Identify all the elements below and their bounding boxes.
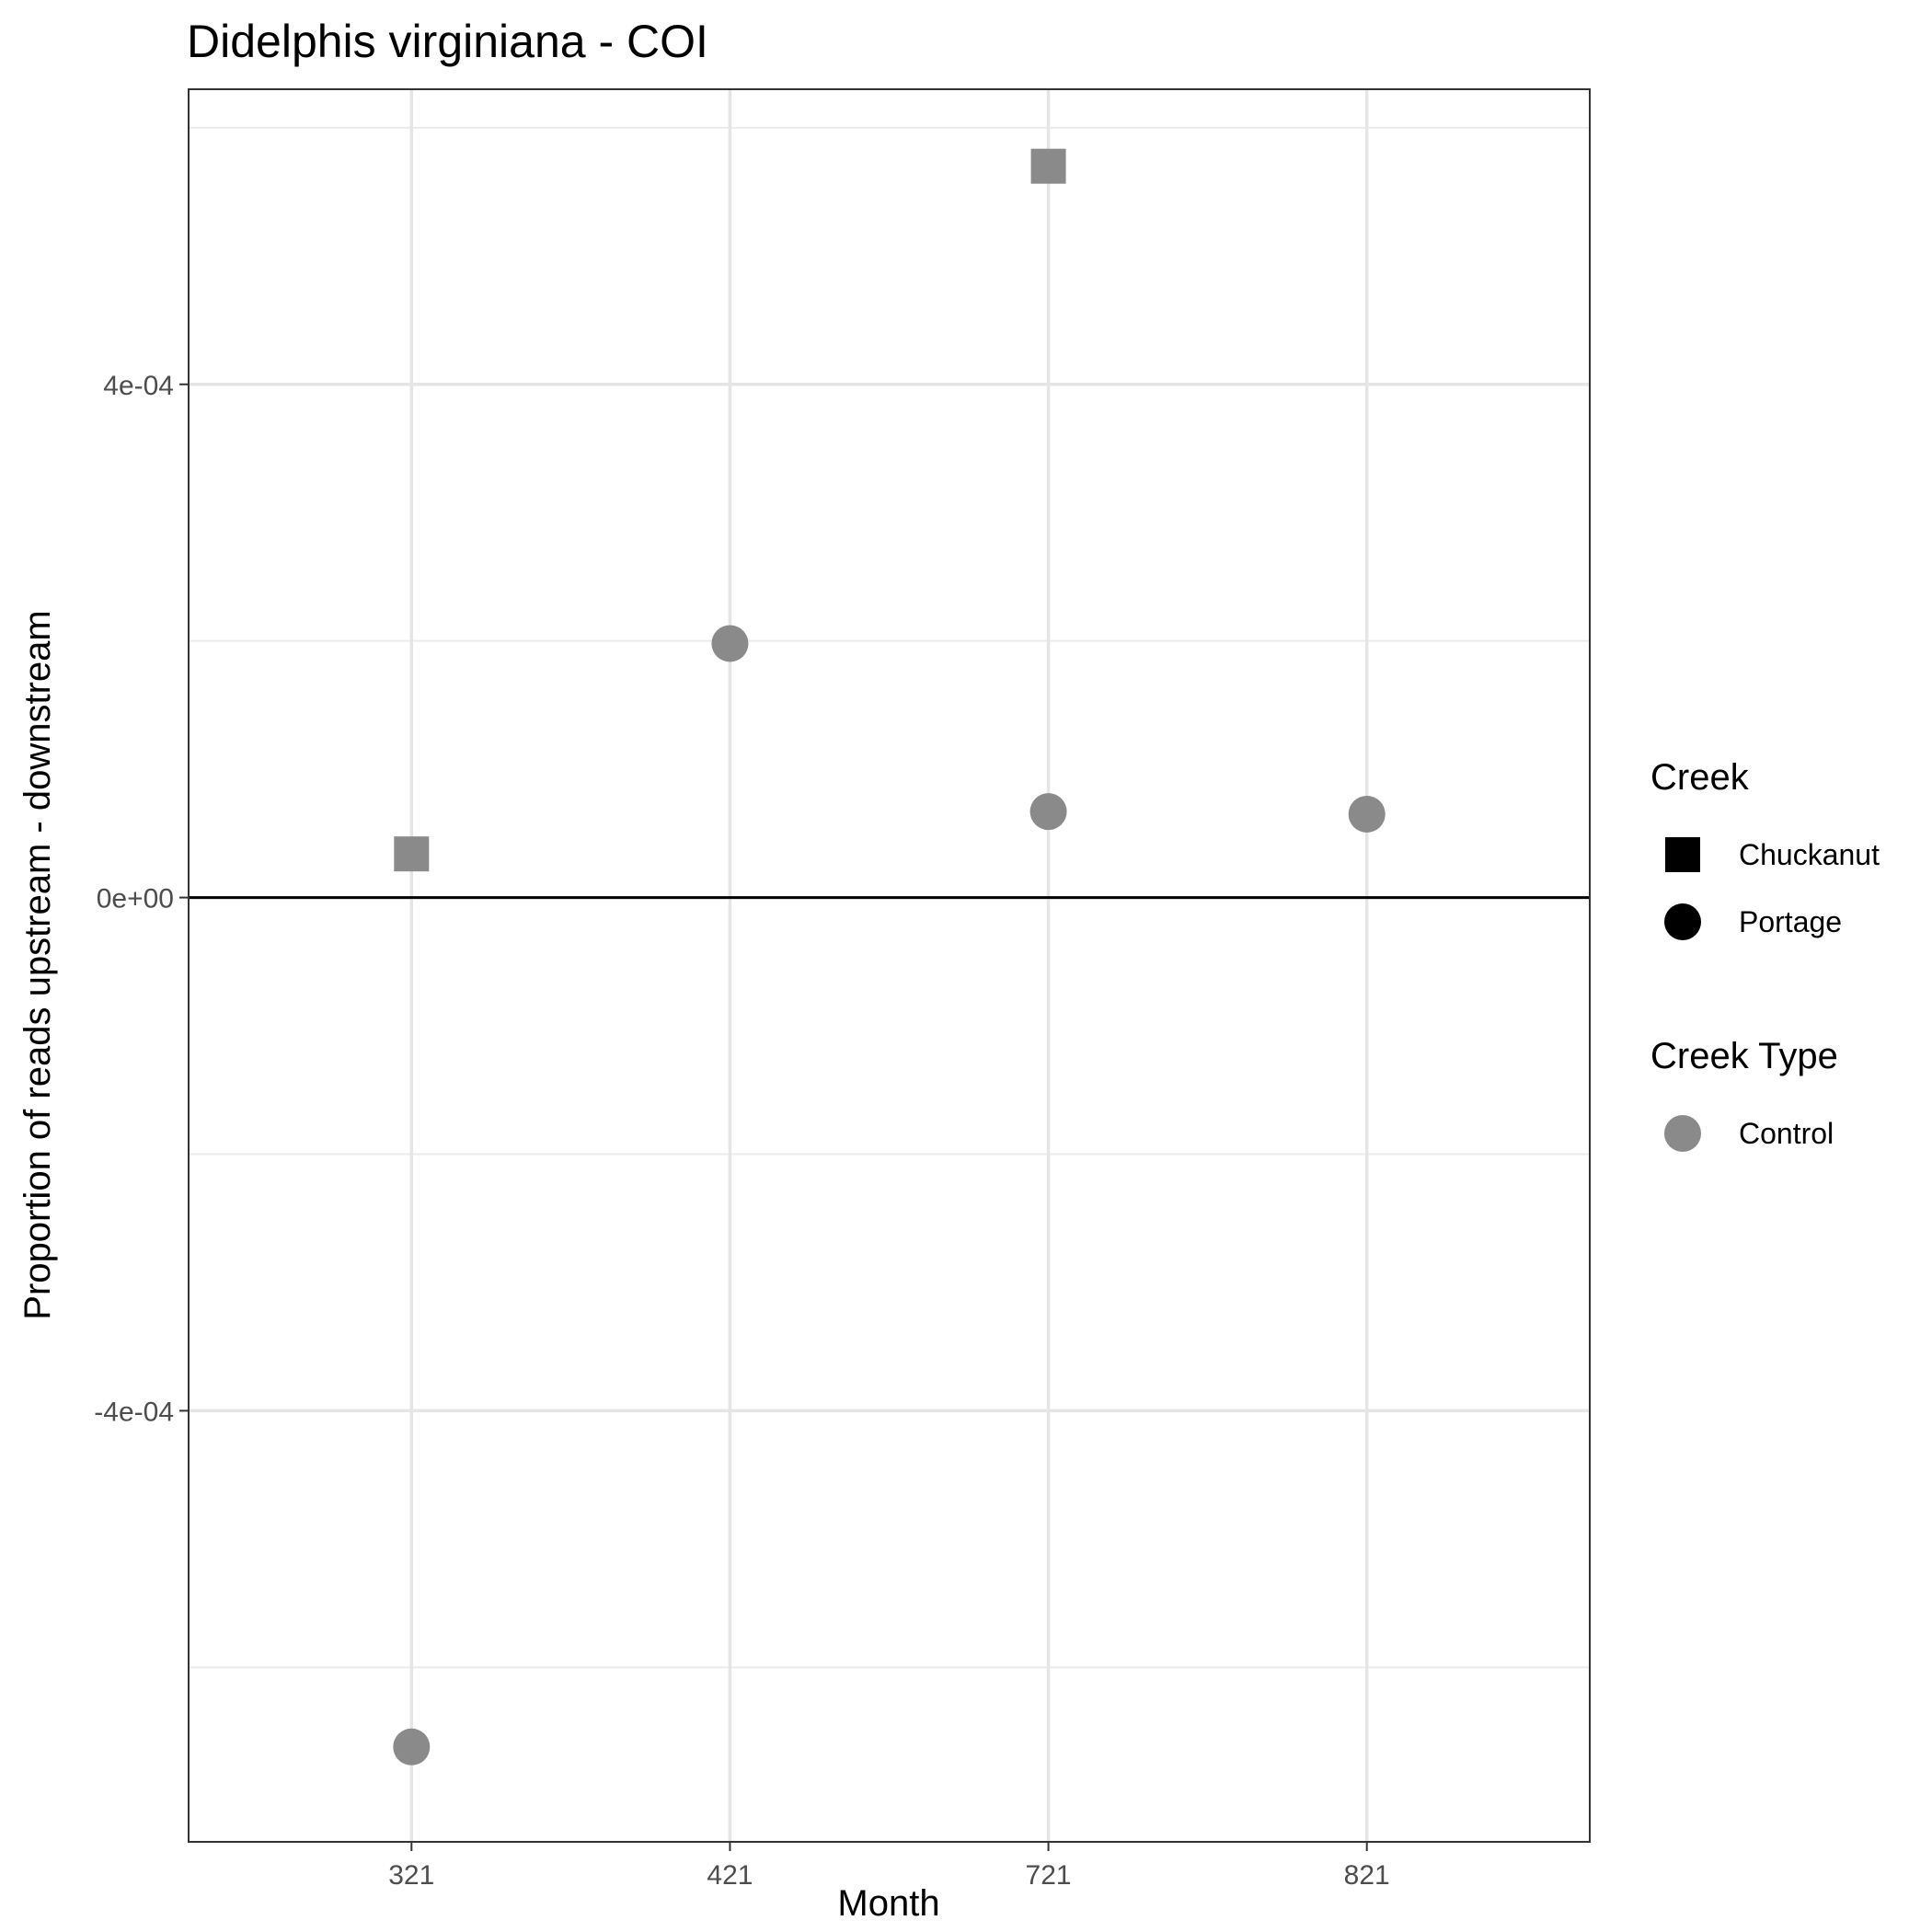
legend-label: Portage [1739, 905, 1842, 938]
y-tick-label: 4e-04 [103, 371, 174, 401]
legend-label: Control [1739, 1117, 1834, 1150]
grid [189, 89, 1590, 1842]
legend-label: Chuckanut [1739, 838, 1880, 871]
data-points [393, 148, 1386, 1765]
y-axis-title: Proportion of reads upstream - downstrea… [17, 610, 58, 1319]
y-tick-label: 0e+00 [97, 884, 174, 914]
y-tick-label: -4e-04 [94, 1397, 174, 1427]
point-portage-721 [1029, 793, 1067, 831]
x-tick-label: 821 [1344, 1860, 1390, 1891]
legend-group-0: Creek Chuckanut Portage [1650, 757, 1880, 940]
legend-key-square [1665, 837, 1700, 872]
point-chuckanut-721 [1030, 148, 1066, 184]
legend-key-circle [1664, 1115, 1701, 1152]
point-portage-321 [393, 1728, 431, 1765]
point-portage-421 [711, 625, 749, 662]
point-portage-821 [1348, 795, 1386, 833]
point-chuckanut-321 [394, 836, 430, 872]
legend-group-1: Creek Type Control [1650, 1036, 1838, 1152]
x-tick-label: 321 [388, 1860, 434, 1891]
axes: -4e-04 0e+00 4e-04 321 421 721 821 [94, 371, 1389, 1891]
chart-title: Didelphis virginiana - COI [187, 16, 708, 67]
legend-title: Creek Type [1650, 1036, 1838, 1076]
legend-title: Creek [1650, 757, 1750, 798]
x-tick-label: 721 [1026, 1860, 1072, 1891]
legend-key-circle [1664, 903, 1701, 940]
x-tick-label: 421 [707, 1860, 753, 1891]
panel-border [188, 88, 1591, 1843]
x-axis-title: Month [837, 1883, 939, 1924]
legend: Creek Chuckanut Portage Creek Type Control [1650, 757, 1880, 1152]
